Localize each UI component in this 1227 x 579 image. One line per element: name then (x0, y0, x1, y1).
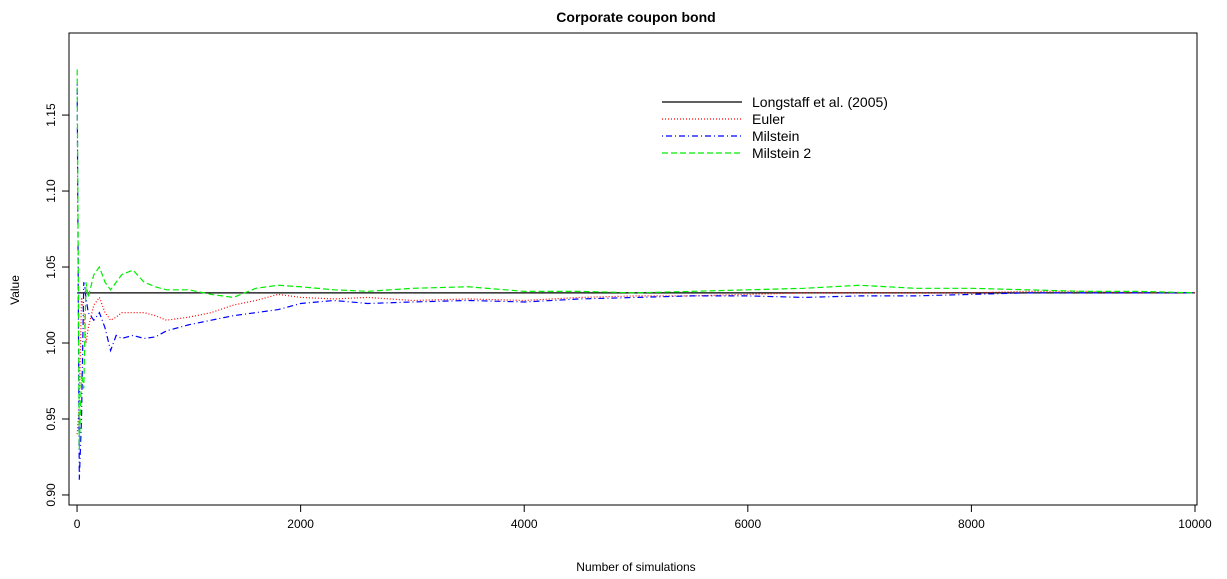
y-tick-label: 1.15 (44, 103, 58, 127)
x-tick-label: 2000 (287, 517, 314, 531)
legend-label: Milstein (752, 128, 799, 144)
legend-label: Euler (752, 111, 785, 127)
legend-label: Longstaff et al. (2005) (752, 94, 888, 110)
series-line (76, 290, 1195, 435)
y-tick-label: 1.05 (44, 255, 58, 279)
y-tick-label: 1.10 (44, 179, 58, 203)
x-tick-label: 4000 (511, 517, 538, 531)
x-tick-label: 0 (74, 517, 81, 531)
plot-frame (68, 32, 1198, 506)
x-axis-label: Number of simulations (576, 560, 695, 574)
chart-title: Corporate coupon bond (556, 9, 715, 25)
legend-label: Milstein 2 (752, 145, 811, 161)
y-tick-label: 0.95 (44, 407, 58, 431)
series-line (76, 84, 1195, 480)
y-tick-label: 0.90 (44, 483, 58, 507)
series-line (76, 69, 1196, 450)
y-tick-label: 1.00 (44, 331, 58, 355)
x-tick-label: 10000 (1178, 517, 1212, 531)
y-axis-label: Value (8, 275, 22, 305)
x-tick-label: 8000 (958, 517, 985, 531)
x-tick-label: 6000 (734, 517, 761, 531)
